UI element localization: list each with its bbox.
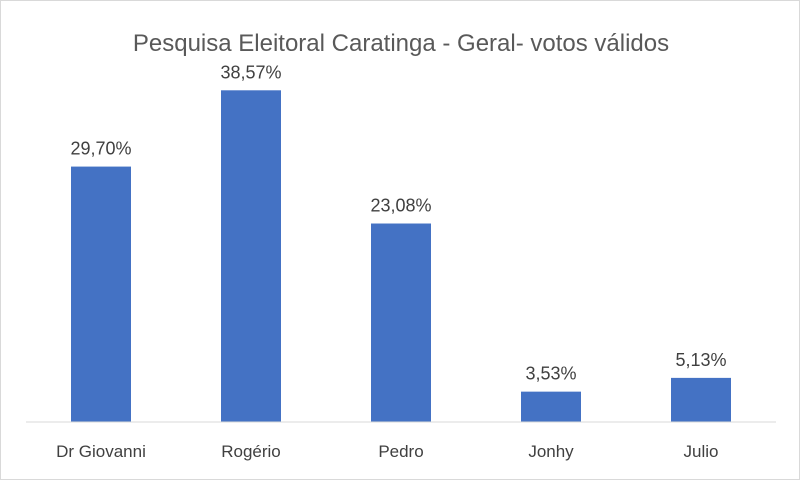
x-tick-label-3: Jonhy (528, 442, 574, 461)
bar-2 (371, 223, 431, 422)
data-label-1: 38,57% (220, 62, 281, 82)
chart-title: Pesquisa Eleitoral Caratinga - Geral- vo… (133, 30, 669, 57)
bar-3 (521, 391, 581, 422)
data-label-4: 5,13% (675, 350, 726, 370)
x-tick-label-4: Julio (684, 442, 719, 461)
data-label-3: 3,53% (525, 364, 576, 384)
x-tick-label-2: Pedro (378, 442, 423, 461)
bar-4 (671, 377, 731, 422)
bar-0 (71, 166, 131, 422)
data-label-2: 23,08% (370, 196, 431, 216)
bars-group: 29,70% Dr Giovanni 38,57% Rogério 23,08% Pedr… (56, 62, 731, 461)
x-tick-label-1: Rogério (221, 442, 281, 461)
data-label-0: 29,70% (70, 139, 131, 159)
x-tick-label-0: Dr Giovanni (56, 442, 146, 461)
bar-1 (221, 90, 281, 422)
